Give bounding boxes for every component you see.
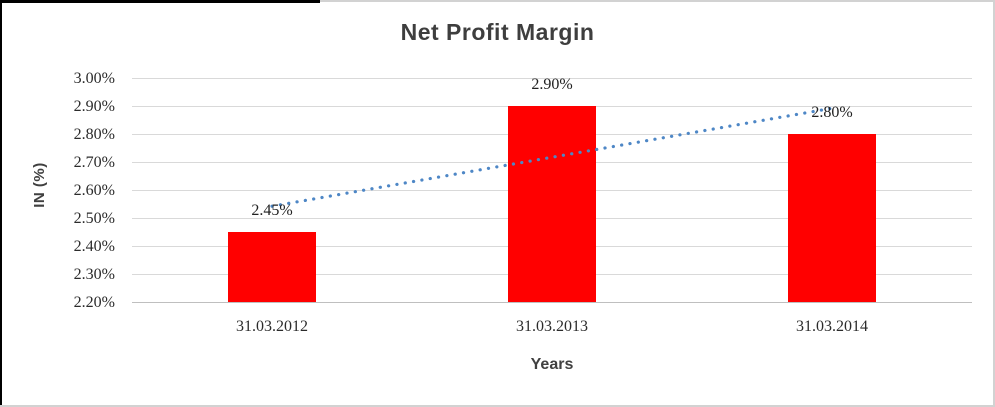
chart-border-bottom bbox=[0, 405, 995, 407]
y-tick-label: 3.00% bbox=[73, 70, 115, 87]
y-tick-label: 2.80% bbox=[73, 126, 115, 143]
bar-value-label: 2.90% bbox=[531, 76, 573, 93]
x-axis-title: Years bbox=[530, 356, 574, 373]
x-tick-label: 31.03.2013 bbox=[516, 318, 588, 335]
y-tick-label: 2.60% bbox=[73, 182, 115, 199]
y-tick-label: 2.30% bbox=[73, 266, 115, 283]
bar-value-label: 2.80% bbox=[811, 104, 853, 121]
chart-title: Net Profit Margin bbox=[400, 19, 595, 45]
x-tick-label: 31.03.2012 bbox=[236, 318, 308, 335]
y-tick-label: 2.40% bbox=[73, 238, 115, 255]
bar-31.03.2013[interactable] bbox=[508, 106, 596, 302]
window-border-left bbox=[0, 0, 2, 407]
bar-31.03.2014[interactable] bbox=[788, 134, 876, 302]
x-tick-label: 31.03.2014 bbox=[796, 318, 868, 335]
y-tick-label: 2.20% bbox=[73, 294, 115, 311]
chart-border-right bbox=[993, 0, 995, 407]
chart-border-top bbox=[320, 0, 995, 2]
y-tick-label: 2.90% bbox=[73, 98, 115, 115]
bar-value-label: 2.45% bbox=[251, 202, 293, 219]
gridline bbox=[132, 77, 972, 79]
window-border-top-left-segment bbox=[0, 0, 320, 3]
bar-31.03.2012[interactable] bbox=[228, 232, 316, 302]
y-tick-label: 2.50% bbox=[73, 210, 115, 227]
x-axis-line bbox=[132, 301, 972, 303]
y-tick-label: 2.70% bbox=[73, 154, 115, 171]
